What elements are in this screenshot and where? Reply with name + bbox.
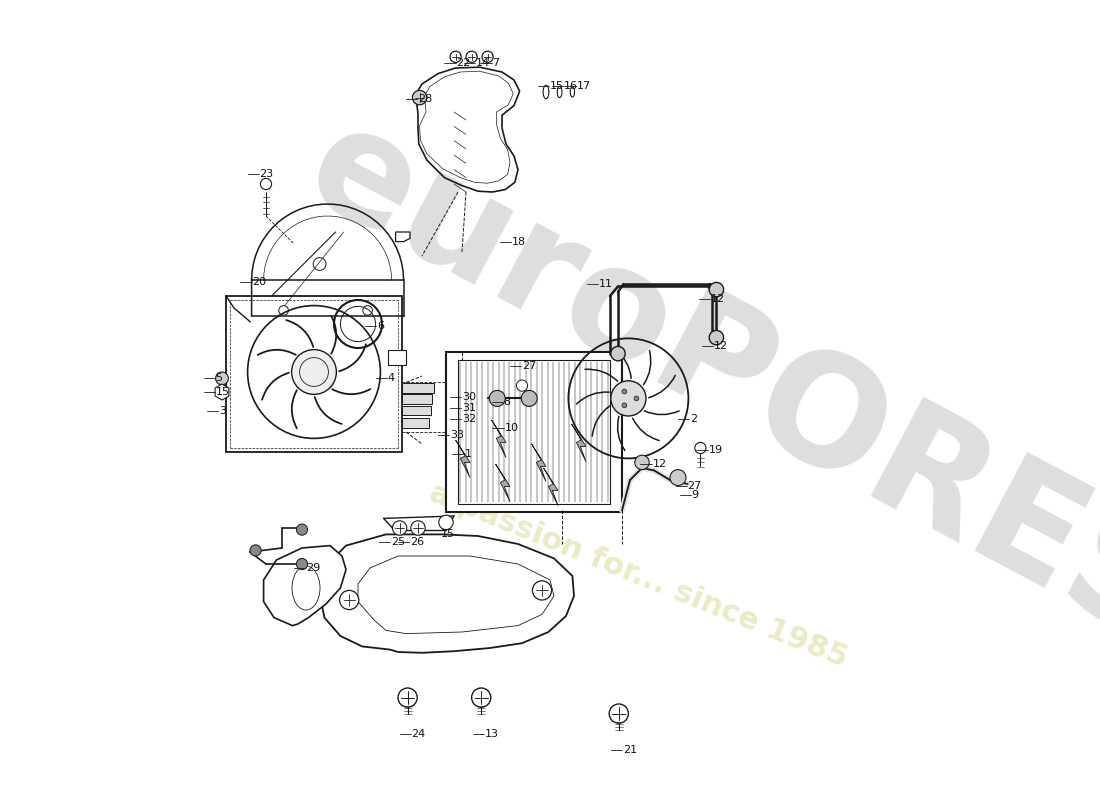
Text: 27: 27 (688, 481, 702, 490)
Text: 2: 2 (690, 414, 697, 424)
Text: 8: 8 (504, 397, 510, 406)
Circle shape (695, 442, 706, 454)
Bar (388, 350, 406, 365)
Circle shape (340, 590, 359, 610)
Circle shape (250, 545, 261, 556)
Polygon shape (496, 464, 510, 502)
Text: 18: 18 (512, 238, 526, 247)
Circle shape (450, 51, 461, 62)
Circle shape (412, 90, 427, 105)
Text: 27: 27 (522, 362, 537, 371)
Text: 10: 10 (505, 423, 518, 433)
Circle shape (296, 524, 308, 535)
Text: 9: 9 (692, 490, 698, 500)
Text: 6: 6 (377, 322, 384, 331)
Circle shape (410, 521, 426, 535)
Circle shape (472, 688, 491, 707)
Circle shape (634, 396, 639, 401)
Circle shape (490, 390, 505, 406)
Bar (458, 360, 610, 504)
Circle shape (466, 51, 477, 62)
Text: 15: 15 (440, 530, 454, 539)
Circle shape (610, 381, 646, 416)
Polygon shape (492, 420, 506, 458)
Text: 29: 29 (306, 563, 320, 573)
Text: 16: 16 (563, 81, 578, 90)
Circle shape (635, 455, 649, 470)
Text: 32: 32 (462, 414, 476, 424)
Circle shape (363, 306, 373, 315)
Text: 12: 12 (714, 341, 728, 350)
Text: 11: 11 (598, 279, 613, 289)
Text: 21: 21 (623, 745, 637, 754)
Circle shape (393, 521, 407, 535)
Text: 5: 5 (216, 374, 222, 383)
Polygon shape (320, 534, 574, 653)
Text: 31: 31 (462, 403, 476, 413)
Text: euroPORES: euroPORES (282, 91, 1100, 677)
Text: 13: 13 (485, 729, 499, 738)
Bar (226, 296, 402, 452)
Circle shape (261, 178, 272, 190)
Circle shape (532, 581, 551, 600)
Circle shape (482, 51, 493, 62)
Text: 28: 28 (418, 94, 432, 104)
Ellipse shape (570, 87, 574, 97)
Polygon shape (572, 424, 586, 462)
Circle shape (710, 330, 724, 345)
Text: 22: 22 (456, 58, 471, 68)
Circle shape (216, 372, 229, 385)
Polygon shape (543, 468, 558, 506)
Circle shape (521, 390, 537, 406)
Text: 24: 24 (411, 729, 426, 738)
Circle shape (609, 704, 628, 723)
Text: 4: 4 (387, 373, 395, 382)
Polygon shape (402, 383, 434, 393)
Circle shape (398, 688, 417, 707)
Circle shape (278, 306, 288, 315)
Polygon shape (455, 440, 470, 478)
Bar (446, 352, 622, 512)
Polygon shape (402, 394, 432, 404)
Circle shape (610, 346, 625, 361)
Polygon shape (402, 418, 429, 428)
Polygon shape (402, 406, 431, 415)
Text: 12: 12 (652, 459, 667, 469)
Polygon shape (264, 546, 346, 626)
Text: 7: 7 (493, 58, 499, 68)
Text: 3: 3 (219, 406, 225, 416)
Text: 26: 26 (410, 537, 425, 546)
Circle shape (516, 380, 528, 391)
Ellipse shape (558, 86, 562, 98)
Text: 23: 23 (260, 169, 274, 178)
Text: 1: 1 (464, 449, 472, 458)
Text: 20: 20 (252, 277, 266, 286)
Circle shape (296, 558, 308, 570)
Text: 19: 19 (708, 445, 723, 454)
Text: 12: 12 (711, 294, 725, 304)
Text: 30: 30 (462, 392, 476, 402)
Circle shape (621, 403, 627, 408)
Text: 14: 14 (475, 58, 490, 68)
Text: 33: 33 (450, 430, 464, 440)
Circle shape (670, 470, 686, 486)
Text: 25: 25 (390, 537, 405, 546)
Circle shape (439, 515, 453, 530)
Text: a passion for... since 1985: a passion for... since 1985 (425, 478, 851, 674)
Circle shape (292, 350, 337, 394)
Text: 17: 17 (576, 81, 591, 90)
Text: 15: 15 (216, 387, 230, 397)
Ellipse shape (543, 86, 549, 98)
Polygon shape (531, 444, 546, 482)
Circle shape (621, 389, 627, 394)
Text: 15: 15 (550, 81, 564, 90)
Polygon shape (216, 384, 229, 400)
Circle shape (710, 282, 724, 297)
